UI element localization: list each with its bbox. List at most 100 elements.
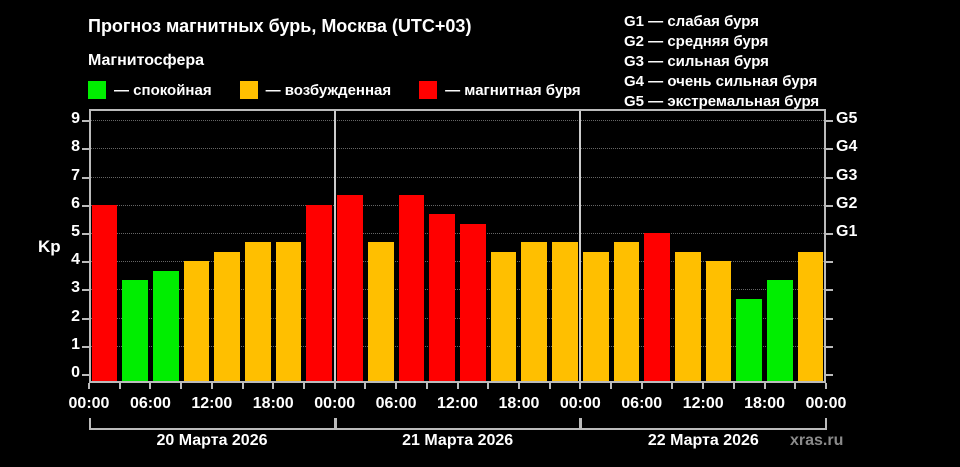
kp-bar (490, 251, 517, 383)
day-label: 22 Марта 2026 (647, 432, 759, 449)
kp-bar (91, 204, 118, 383)
day-separator (333, 110, 336, 383)
gridline (89, 120, 826, 122)
g-level-label: G4 (836, 138, 858, 156)
kp-bar (521, 242, 548, 383)
active-swatch-icon (239, 81, 258, 99)
y-tick (82, 204, 89, 207)
day-separator (579, 110, 582, 383)
y-tick (82, 289, 89, 292)
y2-tick (826, 120, 833, 123)
x-tick-label: 18:00 (252, 395, 294, 412)
legend-label: — возбужденная (265, 81, 392, 99)
x-tick (364, 383, 367, 389)
x-tick (272, 383, 275, 389)
kp-bar (429, 214, 455, 383)
y-tick (82, 261, 89, 264)
x-tick (763, 383, 766, 389)
x-tick (517, 383, 520, 389)
storm-swatch-icon (419, 81, 438, 99)
gridline (89, 345, 826, 347)
kp-bar (214, 251, 241, 383)
x-tick-label: 00:00 (314, 395, 356, 412)
chart-title: Прогноз магнитных бурь, Москва (UTC+03) (88, 16, 472, 36)
kp-bar (767, 280, 793, 383)
legend-heading: Магнитосфера (88, 52, 205, 69)
kp-bar (367, 242, 394, 383)
gridline (89, 233, 826, 234)
x-tick-label: 18:00 (498, 395, 540, 412)
x-tick (210, 383, 213, 389)
y-tick-label: 4 (71, 251, 80, 269)
x-tick-label: 06:00 (375, 395, 417, 412)
y-tick (82, 233, 89, 235)
y2-tick (826, 317, 833, 320)
day-bracket (580, 418, 827, 430)
day-bracket (89, 418, 336, 430)
y2-tick (826, 261, 833, 264)
y2-tick (826, 176, 833, 179)
x-tick-label: 06:00 (129, 395, 171, 412)
x-tick (702, 383, 705, 389)
kp-bar (398, 195, 425, 383)
x-tick (241, 383, 244, 389)
g-legend-item: G5 — экстремальная буря (624, 93, 820, 110)
kp-bar (337, 195, 363, 383)
x-tick (118, 383, 121, 389)
y-tick-label: 2 (71, 307, 80, 325)
y-tick (82, 317, 89, 320)
x-tick (732, 383, 735, 389)
kp-bar (797, 251, 824, 383)
g-level-label: G2 (836, 194, 858, 212)
y-axis-label: Kp (38, 237, 61, 256)
kp-bar (460, 223, 486, 383)
x-tick-label: 12:00 (191, 395, 233, 412)
x-tick-label: 12:00 (437, 395, 478, 412)
gridline (89, 204, 826, 206)
y2-tick (826, 204, 833, 207)
y-tick-label: 3 (71, 279, 80, 297)
magnetosphere-legend: — спокойная — возбужденная — магнитная б… (88, 80, 609, 100)
g-legend-item: G1 — слабая буря (624, 13, 760, 30)
kp-bar (275, 242, 302, 383)
y2-tick (826, 233, 833, 235)
quiet-swatch-icon (88, 81, 106, 99)
gridline (89, 289, 826, 291)
y-tick (82, 120, 89, 123)
x-tick-label: 18:00 (744, 395, 786, 412)
kp-bar (613, 242, 640, 383)
x-tick (425, 383, 428, 389)
x-tick (794, 383, 797, 389)
y2-tick (826, 374, 833, 376)
kp-bar (705, 261, 732, 383)
legend-item-storm: — магнитная буря (419, 81, 581, 99)
day-label: 20 Марта 2026 (156, 432, 268, 449)
kp-bar (674, 251, 701, 383)
g-legend-item: G4 — очень сильная буря (624, 73, 818, 90)
y-tick (82, 176, 89, 179)
kp-bar (183, 261, 210, 383)
x-tick (456, 383, 459, 389)
g-level-label: G5 (836, 110, 858, 128)
y2-tick (826, 345, 833, 348)
y-tick (82, 148, 89, 151)
gridline (89, 176, 826, 178)
gridline (89, 317, 826, 319)
x-tick (302, 383, 305, 389)
g-legend-item: G3 — сильная буря (624, 53, 769, 70)
x-tick-label: 00:00 (559, 395, 601, 412)
gridline (89, 148, 826, 150)
kp-bar (245, 242, 271, 383)
kp-bar (122, 280, 148, 383)
kp-bar (152, 270, 179, 383)
y-tick (82, 374, 89, 376)
x-tick (579, 383, 582, 389)
x-tick (671, 383, 674, 389)
y-tick-label: 8 (71, 138, 80, 156)
x-tick (180, 383, 183, 389)
x-tick-label: 00:00 (68, 395, 110, 412)
y2-tick (826, 148, 833, 151)
x-tick (825, 383, 827, 389)
legend-item-active: — возбужденная (239, 81, 392, 99)
x-tick (610, 383, 613, 389)
